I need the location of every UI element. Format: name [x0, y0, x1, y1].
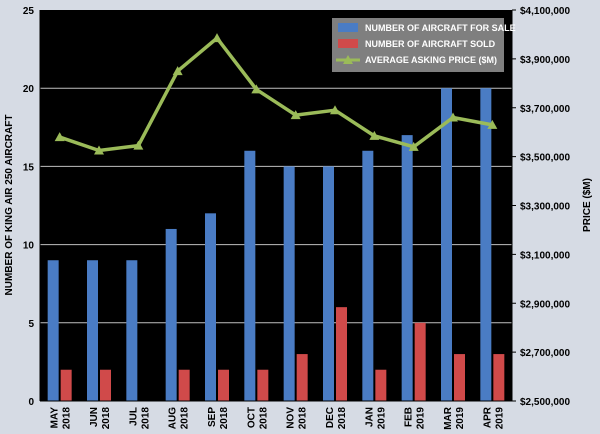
x-tick-label: AUG	[168, 407, 179, 429]
x-tick-label: 2018	[140, 407, 151, 430]
x-tick-label: MAY	[50, 407, 61, 429]
y2-axis-title: PRICE ($M)	[582, 178, 593, 232]
y2-tick-label: $3,100,000	[520, 250, 570, 261]
bar	[336, 307, 347, 401]
x-tick-label: SEP	[207, 407, 218, 427]
bar	[47, 260, 59, 401]
bar	[87, 260, 98, 401]
y2-tick-label: $2,500,000	[520, 397, 570, 408]
y2-tick-label: $3,900,000	[520, 55, 570, 66]
point	[487, 119, 498, 129]
legend-box	[332, 18, 504, 72]
y2-tick-label: $2,700,000	[520, 348, 570, 359]
x-tick-label: 2018	[62, 407, 73, 430]
bar	[178, 369, 190, 401]
x-tick-label: 2019	[455, 407, 466, 430]
bar	[257, 369, 269, 401]
legend-swatch	[338, 39, 358, 48]
x-tick-label: 2018	[337, 407, 348, 430]
bar	[323, 166, 334, 401]
point	[369, 130, 380, 140]
point	[290, 110, 301, 120]
legend-label: NUMBER OF AIRCRAFT SOLD	[365, 39, 496, 49]
bar	[454, 354, 465, 401]
bar	[296, 354, 308, 401]
x-tick-label: JAN	[364, 407, 375, 427]
x-tick-label: OCT	[246, 407, 257, 428]
bar	[283, 166, 295, 401]
bar	[218, 369, 229, 401]
point	[172, 66, 183, 76]
bar	[244, 150, 256, 401]
legend-label: NUMBER OF AIRCRAFT FOR SALE	[365, 23, 516, 33]
x-tick-label: NOV	[286, 407, 297, 429]
x-tick-label: 2018	[298, 407, 309, 430]
bar	[401, 135, 413, 401]
bar	[126, 260, 138, 401]
gridlines	[40, 87, 512, 324]
legend: NUMBER OF AIRCRAFT FOR SALE NUMBER OF AIR…	[332, 18, 516, 72]
x-tick-label: DEC	[325, 407, 336, 428]
y2-tick-label: $3,300,000	[520, 202, 570, 213]
x-tick-label: 2018	[258, 407, 269, 430]
bar	[205, 213, 216, 401]
x-tick-label: 2018	[219, 407, 230, 430]
y2-tick-label: $2,900,000	[520, 299, 570, 310]
left-tick-labels: 0 5 10 15 20 25	[23, 6, 35, 408]
point	[330, 105, 340, 115]
y-tick-label: 15	[23, 162, 35, 173]
y-tick-label: 20	[23, 84, 35, 95]
y-tick-label: 25	[23, 6, 35, 17]
bar	[60, 369, 72, 401]
x-tick-label: JUL	[128, 407, 139, 426]
point	[212, 33, 222, 43]
x-tick-label: 2018	[101, 407, 112, 430]
x-tick-labels: MAY 2018 JUN 2018 JUL 2018 AUG 2018 SEP 2018 OCT 20…	[50, 406, 506, 430]
point	[54, 132, 65, 142]
legend-marker	[343, 55, 353, 64]
bar	[362, 150, 374, 401]
y-tick-label: 0	[28, 397, 34, 408]
y-tick-label: 10	[23, 241, 35, 252]
bars	[47, 88, 505, 401]
legend-label: AVERAGE ASKING PRICE ($M)	[365, 55, 497, 65]
bar	[165, 228, 177, 401]
plot-area	[40, 10, 512, 401]
x-tick-label: FEB	[404, 407, 415, 427]
y2-tick-label: $4,100,000	[520, 6, 570, 17]
point	[408, 141, 419, 151]
bar	[493, 354, 505, 401]
bar	[480, 88, 492, 401]
legend-swatch	[338, 23, 358, 32]
x-tick-label: 2019	[416, 407, 427, 430]
right-tick-labels: $2,500,000 $2,700,000 $2,900,000 $3,100,000…	[512, 6, 570, 408]
x-tick-label: APR	[482, 406, 493, 428]
bar	[441, 88, 452, 401]
y2-tick-label: $3,500,000	[520, 153, 570, 164]
x-tick-label: JUN	[89, 407, 100, 427]
y2-tick-label: $3,700,000	[520, 104, 570, 115]
bar	[100, 369, 111, 401]
x-tick-label: 2019	[494, 407, 505, 430]
x-tick-label: 2018	[180, 407, 191, 430]
price-line	[54, 33, 498, 155]
y-axis-title: NUMBER OF KING AIR 250 AIRCRAFT	[4, 115, 15, 296]
x-tick-label: 2019	[376, 407, 387, 430]
point	[448, 112, 458, 122]
bar	[375, 369, 387, 401]
y-tick-label: 5	[28, 319, 34, 330]
bar	[414, 322, 426, 401]
series-line	[59, 36, 493, 153]
point	[94, 145, 104, 155]
point	[133, 140, 144, 150]
x-tick-label: MAR	[443, 406, 454, 430]
point	[251, 84, 262, 94]
